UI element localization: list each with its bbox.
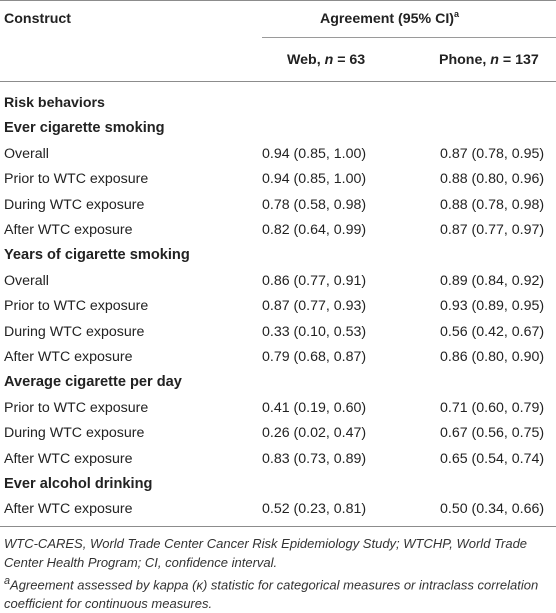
- phone-agreement-cell: 0.88 (0.78, 0.98): [440, 196, 545, 213]
- row-label: During WTC exposure: [4, 425, 145, 442]
- header-web-prefix: Web,: [287, 52, 325, 68]
- table-row: During WTC exposure 0.78 (0.58, 0.98) 0.88…: [0, 192, 556, 217]
- phone-agreement-cell: 0.89 (0.84, 0.92): [440, 272, 545, 289]
- header-span-rule: [262, 37, 556, 38]
- web-agreement-cell: 0.94 (0.85, 1.00): [262, 171, 367, 188]
- web-agreement-cell: 0.83 (0.73, 0.89): [262, 450, 367, 467]
- header-phone-value: = 137: [498, 52, 539, 68]
- phone-agreement-cell: 0.67 (0.56, 0.75): [440, 425, 545, 442]
- phone-agreement-cell: 0.87 (0.78, 0.95): [440, 145, 545, 162]
- group-header-row: Ever alcohol drinking: [0, 471, 556, 496]
- web-agreement-cell: 0.26 (0.02, 0.47): [262, 425, 367, 442]
- table-row: After WTC exposure 0.82 (0.64, 0.99) 0.87 …: [0, 217, 556, 242]
- row-label: After WTC exposure: [4, 450, 133, 467]
- row-label: During WTC exposure: [4, 196, 145, 213]
- web-agreement-cell: 0.41 (0.19, 0.60): [262, 399, 367, 416]
- header-phone-prefix: Phone,: [439, 52, 491, 68]
- header-phone: Phone, n = 137: [439, 50, 539, 70]
- header-agreement-text: Agreement (95% CI): [320, 11, 455, 27]
- table-top-rule: [0, 0, 556, 1]
- footnote-a: aAgreement assessed by kappa (κ) statist…: [4, 572, 552, 613]
- row-label: After WTC exposure: [4, 501, 133, 518]
- row-label: Average cigarette per day: [4, 374, 182, 391]
- phone-agreement-cell: 0.71 (0.60, 0.79): [440, 399, 545, 416]
- row-label: Risk behaviors: [4, 95, 105, 111]
- header-web-value: = 63: [333, 52, 366, 68]
- phone-agreement-cell: 0.86 (0.80, 0.90): [440, 349, 545, 365]
- phone-agreement-cell: 0.93 (0.89, 0.95): [440, 298, 545, 315]
- header-web: Web, n = 63: [287, 50, 365, 70]
- row-label: After WTC exposure: [4, 222, 133, 238]
- table-row: After WTC exposure 0.83 (0.73, 0.89) 0.65 …: [0, 446, 556, 471]
- web-agreement-cell: 0.79 (0.68, 0.87): [262, 349, 367, 365]
- row-label: Ever alcohol drinking: [4, 476, 153, 492]
- header-agreement: Agreement (95% CI)a: [320, 9, 459, 29]
- web-agreement-cell: 0.78 (0.58, 0.98): [262, 196, 367, 213]
- group-header-row: Average cigarette per day: [0, 369, 556, 394]
- group-header-row: Ever cigarette smoking: [0, 115, 556, 140]
- table-row: Prior to WTC exposure 0.41 (0.19, 0.60) 0.…: [0, 395, 556, 420]
- header-agreement-footnote-marker: a: [454, 9, 460, 19]
- group-header-row: Years of cigarette smoking: [0, 242, 556, 267]
- header-bottom-rule: [0, 81, 556, 82]
- row-label: Overall: [4, 145, 49, 162]
- header-phone-n: n: [490, 52, 499, 68]
- web-agreement-cell: 0.87 (0.77, 0.93): [262, 298, 367, 315]
- web-agreement-cell: 0.94 (0.85, 1.00): [262, 145, 367, 162]
- header-web-n: n: [324, 52, 334, 68]
- row-label: Years of cigarette smoking: [4, 247, 190, 264]
- phone-agreement-cell: 0.88 (0.80, 0.96): [440, 171, 545, 188]
- footnote-abbreviations: WTC-CARES, World Trade Center Cancer Ris…: [4, 536, 528, 570]
- footnote-a-text: Agreement assessed by kappa (κ) statisti…: [4, 577, 539, 612]
- table-row: After WTC exposure 0.52 (0.23, 0.81) 0.50 …: [0, 496, 556, 521]
- table-row: During WTC exposure 0.33 (0.10, 0.53) 0.56…: [0, 319, 556, 344]
- phone-agreement-cell: 0.87 (0.77, 0.97): [440, 222, 545, 238]
- section-header-row: Risk behaviors: [0, 90, 556, 115]
- row-label: Ever cigarette smoking: [4, 120, 165, 137]
- web-agreement-cell: 0.86 (0.77, 0.91): [262, 272, 367, 289]
- table-row: After WTC exposure 0.79 (0.68, 0.87) 0.86 …: [0, 344, 556, 369]
- row-label: After WTC exposure: [4, 349, 133, 365]
- web-agreement-cell: 0.33 (0.10, 0.53): [262, 323, 367, 340]
- table-row: During WTC exposure 0.26 (0.02, 0.47) 0.67…: [0, 420, 556, 445]
- row-label: During WTC exposure: [4, 323, 145, 340]
- row-label: Overall: [4, 272, 49, 289]
- table-bottom-rule: [0, 526, 556, 527]
- footnote-a-marker: a: [4, 575, 11, 587]
- row-label: Prior to WTC exposure: [4, 171, 149, 188]
- phone-agreement-cell: 0.65 (0.54, 0.74): [440, 450, 545, 467]
- table-row: Overall 0.86 (0.77, 0.91) 0.89 (0.84, 0.92…: [0, 268, 556, 293]
- phone-agreement-cell: 0.56 (0.42, 0.67): [440, 323, 545, 340]
- row-label: Prior to WTC exposure: [4, 399, 149, 416]
- table-row: Overall 0.94 (0.85, 1.00) 0.87 (0.78, 0.95…: [0, 141, 556, 166]
- phone-agreement-cell: 0.50 (0.34, 0.66): [440, 501, 545, 518]
- table-row: Prior to WTC exposure 0.94 (0.85, 1.00) 0.…: [0, 166, 556, 191]
- table-row: Prior to WTC exposure 0.87 (0.77, 0.93) 0.…: [0, 293, 556, 318]
- header-construct: Construct: [4, 11, 71, 27]
- web-agreement-cell: 0.52 (0.23, 0.81): [262, 501, 367, 518]
- web-agreement-cell: 0.82 (0.64, 0.99): [262, 222, 367, 238]
- row-label: Prior to WTC exposure: [4, 298, 149, 315]
